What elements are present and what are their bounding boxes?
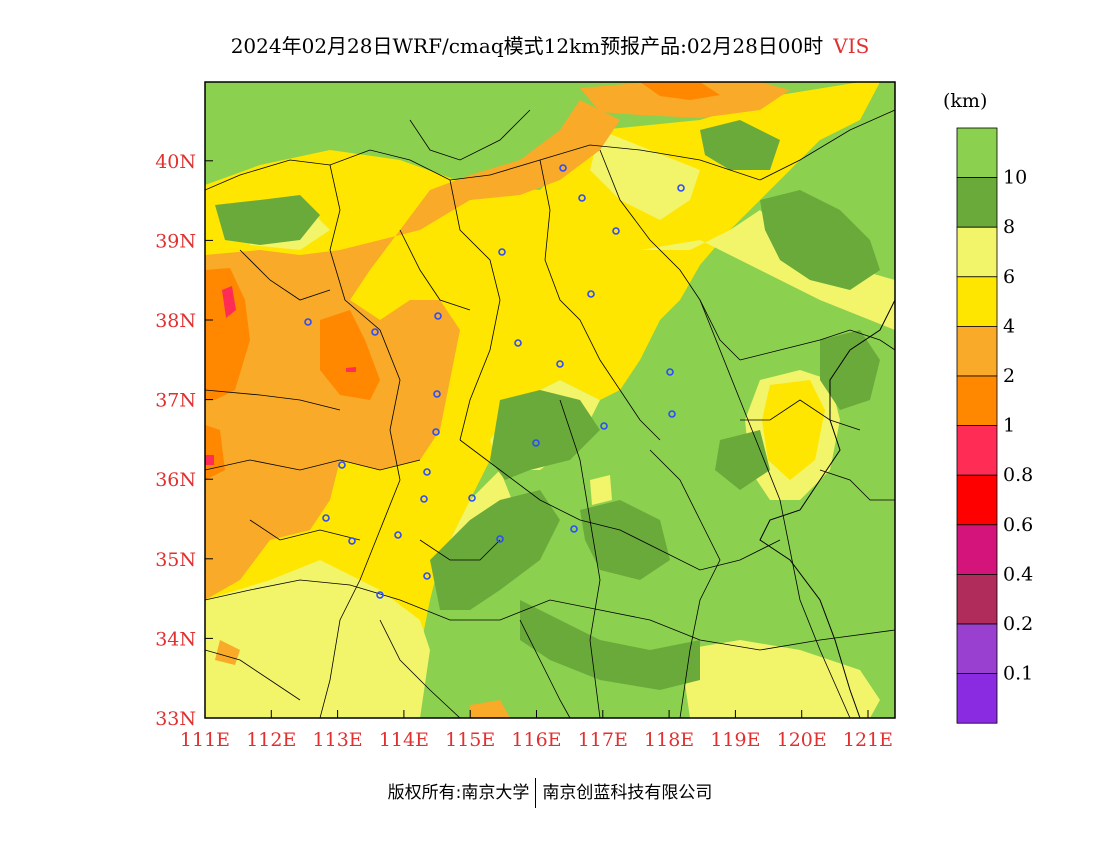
city-marker	[559, 164, 567, 172]
legend-swatch	[956, 623, 998, 674]
city-marker	[532, 439, 540, 447]
legend-label: 10	[1003, 167, 1027, 189]
legend-swatch	[956, 177, 998, 228]
lon-tick-label: 114E	[379, 729, 429, 751]
city-marker	[556, 360, 564, 368]
lon-tick-label: 116E	[511, 729, 561, 751]
city-marker	[322, 514, 330, 522]
city-marker	[371, 328, 379, 336]
city-marker	[578, 194, 586, 202]
city-marker	[423, 468, 431, 476]
legend-label: 4	[1003, 315, 1015, 337]
visibility-field	[205, 82, 895, 718]
lon-tick-label: 119E	[710, 729, 760, 751]
legend-label: 0.1	[1003, 663, 1033, 685]
city-marker	[348, 537, 356, 545]
city-marker	[394, 531, 402, 539]
legend-swatch	[956, 574, 998, 625]
city-marker	[432, 428, 440, 436]
legend-swatch	[956, 325, 998, 377]
lat-tick-label: 39N	[155, 230, 196, 252]
city-marker	[376, 591, 384, 599]
lon-tick-label: 115E	[445, 729, 495, 751]
legend-label: 6	[1003, 266, 1015, 288]
legend-swatch	[956, 524, 998, 575]
city-marker	[677, 184, 685, 192]
lon-tick-label: 118E	[644, 729, 694, 751]
city-marker	[666, 368, 674, 376]
footer-left: 版权所有:南京大学	[387, 783, 530, 803]
legend-label: 0.4	[1003, 563, 1033, 585]
city-marker	[338, 461, 346, 469]
city-marker	[433, 390, 441, 398]
city-marker	[668, 410, 676, 418]
latitude-axis: 33N 34N 35N 36N 37N 38N 39N 40N	[155, 151, 213, 730]
admin-boundaries	[205, 109, 895, 718]
lon-tick-label: 111E	[180, 729, 230, 751]
lon-tick-label: 113E	[313, 729, 363, 751]
city-marker	[612, 227, 620, 235]
lat-tick-label: 35N	[155, 549, 196, 571]
lat-tick-label: 36N	[155, 469, 196, 491]
title-main: 2024年02月28日WRF/cmaq模式12km预报产品:02月28日00时	[230, 34, 824, 58]
legend-label: 0.2	[1003, 613, 1033, 635]
legend-label: 0.6	[1003, 514, 1033, 536]
city-marker	[498, 248, 506, 256]
city-marker	[587, 290, 595, 298]
legend-label: 2	[1003, 365, 1015, 387]
legend-swatch	[956, 474, 998, 526]
chart-title: 2024年02月28日WRF/cmaq模式12km预报产品:02月28日00时 V…	[0, 30, 1100, 59]
legend-swatch	[956, 276, 998, 327]
footer-right: 南京创蓝科技有限公司	[542, 783, 713, 803]
city-marker	[570, 525, 578, 533]
footer-copyright: 版权所有:南京大学 南京创蓝科技有限公司	[0, 778, 1100, 808]
legend-unit: (km)	[943, 90, 988, 112]
legend-swatch	[956, 226, 998, 278]
city-markers	[304, 164, 685, 599]
lon-tick-label: 120E	[777, 729, 827, 751]
legend-swatch	[956, 375, 998, 426]
legend-swatch	[956, 425, 998, 476]
city-marker	[496, 535, 504, 543]
longitude-axis: 111E 112E 113E 114E 115E 116E 117E 118E 119E 120E…	[180, 710, 893, 751]
legend-swatch	[956, 127, 998, 178]
lon-tick-label: 112E	[246, 729, 296, 751]
legend-label: 0.8	[1003, 464, 1033, 486]
legend-label: 1	[1003, 415, 1015, 437]
city-marker	[514, 339, 522, 347]
lat-tick-label: 33N	[155, 708, 196, 730]
legend-colorbar: 10 8 6 4 2 1 0.8 0.6 0.4 0.2 0.1	[956, 127, 1033, 724]
lon-tick-label: 117E	[578, 729, 628, 751]
lat-tick-label: 38N	[155, 310, 196, 332]
city-marker	[600, 422, 608, 430]
title-variable: VIS	[833, 34, 870, 58]
footer-separator	[535, 778, 537, 808]
legend-label: 8	[1003, 216, 1015, 238]
lat-tick-label: 40N	[155, 151, 196, 173]
city-marker	[434, 312, 442, 320]
lon-tick-label: 121E	[843, 729, 893, 751]
coastline	[759, 299, 895, 718]
city-marker	[468, 494, 476, 502]
legend-swatch	[956, 673, 998, 724]
lat-tick-label: 37N	[155, 390, 196, 412]
lat-tick-label: 34N	[155, 628, 196, 650]
city-marker	[420, 495, 428, 503]
city-marker	[304, 318, 312, 326]
city-marker	[423, 572, 431, 580]
